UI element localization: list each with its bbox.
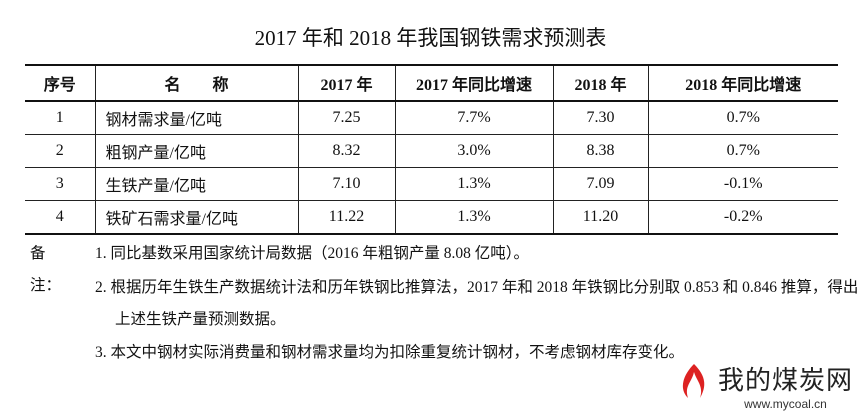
notes-label: 备注：	[30, 245, 62, 294]
table-row: 3 生铁产量/亿吨 7.10 1.3% 7.09 -0.1%	[25, 167, 838, 201]
header-cell: 名 称	[94, 64, 298, 102]
table-cell: 8.38	[552, 134, 648, 168]
table-cell: 1.3%	[394, 167, 553, 201]
table-cell: 钢材需求量/亿吨	[94, 101, 298, 135]
table-cell: 3	[25, 167, 95, 201]
table-cell: 铁矿石需求量/亿吨	[94, 200, 298, 235]
header-cell: 2017 年	[297, 64, 395, 102]
table-cell: 7.7%	[394, 101, 553, 135]
table-cell: -0.1%	[647, 167, 838, 201]
table-cell: 8.32	[297, 134, 395, 168]
header-cell: 序号	[25, 64, 95, 102]
table-cell: 生铁产量/亿吨	[94, 167, 298, 201]
table-cell: 7.30	[552, 101, 648, 135]
note-item: 1. 同比基数采用国家统计局数据（2016 年粗钢产量 8.08 亿吨）。	[95, 245, 530, 262]
note-item: 3. 本文中钢材实际消费量和钢材需求量均为扣除重复统计钢材，不考虑钢材库存变化。	[95, 344, 685, 361]
table-cell: 7.25	[297, 101, 395, 135]
header-cell: 2018 年	[552, 64, 648, 102]
table-cell: 4	[25, 200, 95, 235]
watermark: 我的煤炭网 www.mycoal.cn	[682, 360, 853, 411]
table-cell: 2	[25, 134, 95, 168]
table-cell: -0.2%	[647, 200, 838, 235]
table-row: 2 粗钢产量/亿吨 8.32 3.0% 8.38 0.7%	[25, 134, 838, 168]
table-cell: 7.09	[552, 167, 648, 201]
table-cell: 11.22	[297, 200, 395, 235]
note-item: 2. 根据历年生铁生产数据统计法和历年铁钢比推算法，2017 年和 2018 年…	[95, 279, 859, 328]
table-cell: 1	[25, 101, 95, 135]
header-cell: 2017 年同比增速	[394, 64, 553, 102]
table-cell: 7.10	[297, 167, 395, 201]
title: 2017 年和 2018 年我国钢铁需求预测表	[254, 26, 607, 50]
header-cell: 2018 年同比增速	[647, 64, 838, 102]
table-row: 1 钢材需求量/亿吨 7.25 7.7% 7.30 0.7%	[25, 101, 838, 135]
watermark-name: 我的煤炭网	[717, 365, 853, 395]
table-cell: 0.7%	[647, 134, 838, 168]
header-row: 序号 名 称 2017 年 2017 年同比增速 2018 年 2018 年同比…	[25, 64, 838, 102]
table-cell: 11.20	[552, 200, 648, 235]
table-cell: 3.0%	[394, 134, 553, 168]
table: 序号 名 称 2017 年 2017 年同比增速 2018 年 2018 年同比…	[25, 64, 838, 235]
table-row: 4 铁矿石需求量/亿吨 11.22 1.3% 11.20 -0.2%	[25, 200, 838, 235]
table-cell: 0.7%	[647, 101, 838, 135]
watermark-logo	[682, 364, 705, 398]
watermark-url: www.mycoal.cn	[744, 397, 827, 411]
table-cell: 粗钢产量/亿吨	[94, 134, 298, 168]
table-cell: 1.3%	[394, 200, 553, 235]
